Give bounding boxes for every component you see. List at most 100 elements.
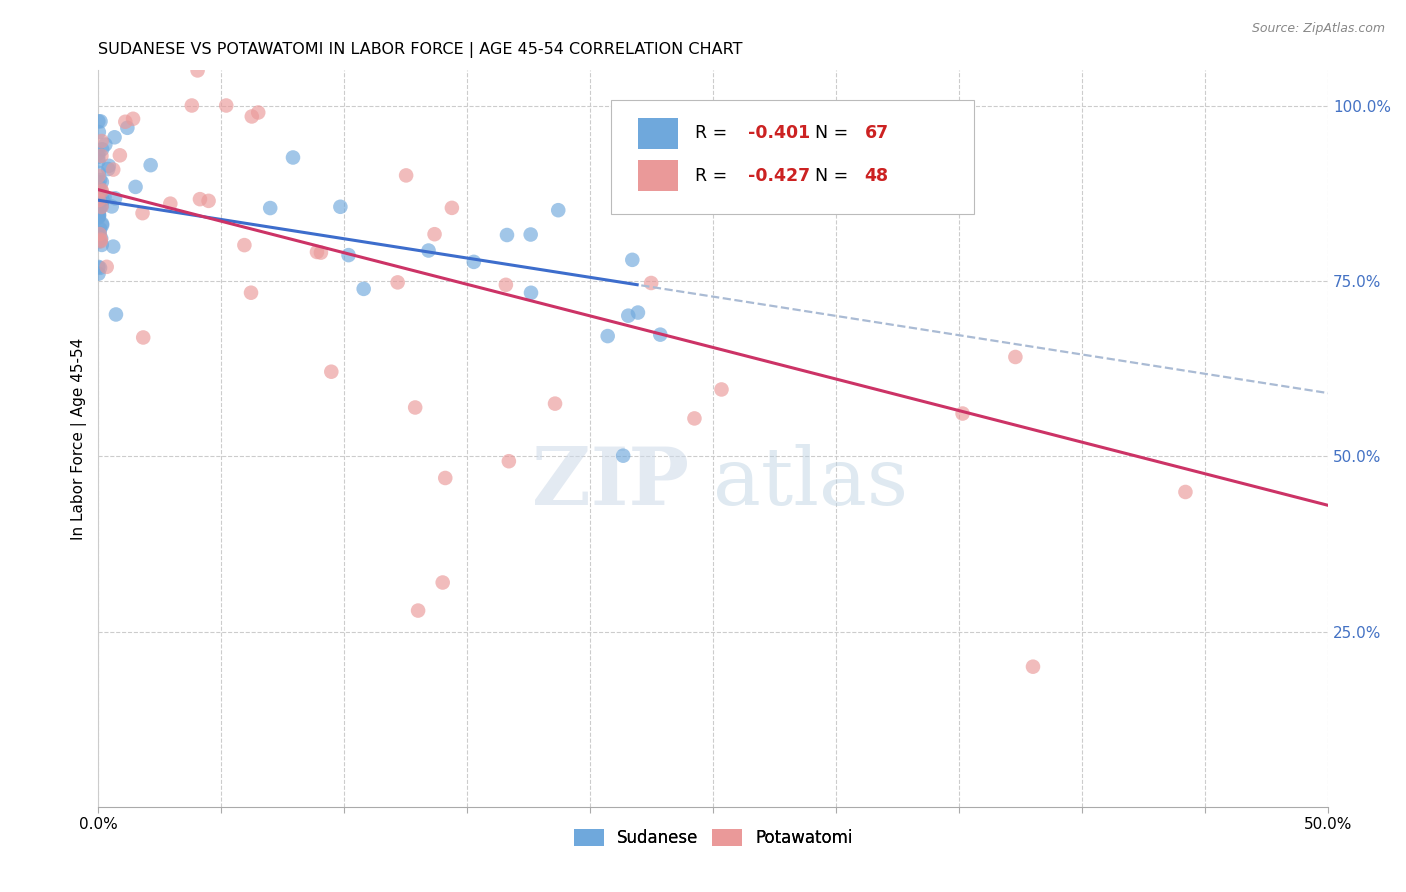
Point (596, 329, 619, 343)
Text: Source: ZipAtlas.com: Source: ZipAtlas.com (1251, 22, 1385, 36)
Point (131, 206, 153, 220)
Point (103, 239, 125, 253)
Point (440, 201, 463, 215)
Point (139, 158, 162, 172)
Point (94, 137, 117, 152)
Point (124, 180, 146, 194)
Point (87, 193, 110, 207)
Point (496, 227, 519, 242)
Point (103, 162, 125, 177)
Point (519, 227, 541, 242)
Point (520, 285, 543, 300)
Text: -0.401: -0.401 (748, 124, 810, 142)
Text: R =: R = (695, 167, 733, 185)
Point (87, 260, 110, 274)
Point (87, 150, 110, 164)
Point (89, 194, 111, 208)
Point (612, 449, 634, 463)
Point (91, 142, 114, 156)
Point (96, 260, 118, 274)
Point (90, 183, 112, 197)
Point (103, 130, 125, 145)
Text: SUDANESE VS POTAWATOMI IN LABOR FORCE | AGE 45-54 CORRELATION CHART: SUDANESE VS POTAWATOMI IN LABOR FORCE | … (98, 42, 742, 58)
Point (432, 575, 454, 590)
Point (104, 308, 127, 322)
Point (90, 134, 112, 148)
Point (240, 110, 263, 124)
Point (90, 189, 112, 203)
Point (87, 180, 110, 194)
Point (114, 115, 136, 129)
Point (188, 192, 211, 206)
Point (321, 365, 343, 379)
Point (89, 202, 111, 217)
Point (498, 454, 520, 468)
Point (87, 153, 110, 168)
Point (104, 191, 127, 205)
Point (117, 120, 139, 135)
Bar (638, 118, 678, 148)
Point (544, 396, 567, 410)
Point (259, 201, 281, 215)
Point (1174, 485, 1197, 500)
Point (617, 309, 640, 323)
Point (89, 202, 111, 216)
Point (387, 276, 409, 290)
Point (89, 234, 111, 248)
Point (90, 234, 112, 248)
Y-axis label: In Labor Force | Age 45-54: In Labor Force | Age 45-54 (72, 337, 87, 540)
Point (87, 191, 110, 205)
Point (87, 166, 110, 180)
Point (463, 255, 485, 269)
Point (90, 238, 112, 252)
Point (640, 276, 662, 290)
Point (952, 407, 974, 421)
Point (247, 105, 270, 120)
Point (89, 114, 111, 128)
Point (90, 233, 112, 247)
Point (406, 603, 429, 617)
Point (495, 277, 517, 292)
Point (89, 227, 111, 241)
Text: atlas: atlas (713, 444, 908, 522)
Point (89, 226, 111, 240)
Point (89, 183, 111, 197)
Point (108, 148, 131, 162)
Point (329, 200, 352, 214)
Text: -0.427: -0.427 (748, 167, 810, 185)
Point (337, 248, 360, 262)
Point (423, 227, 446, 242)
Point (87, 209, 110, 223)
Point (621, 252, 644, 267)
Point (97, 159, 120, 173)
Point (91, 217, 114, 231)
Point (683, 411, 706, 425)
Point (87, 209, 110, 223)
Point (90, 200, 112, 214)
Point (90, 175, 112, 189)
Point (87, 233, 110, 247)
Text: N =: N = (815, 124, 853, 142)
Point (305, 245, 328, 260)
Text: 67: 67 (865, 124, 889, 142)
Point (159, 196, 181, 211)
Point (87, 208, 110, 222)
Point (87, 206, 110, 220)
Text: N =: N = (815, 167, 853, 185)
Point (710, 383, 733, 397)
Point (547, 203, 569, 218)
Point (87, 176, 110, 190)
Point (87, 267, 110, 281)
Legend: Sudanese, Potawatomi: Sudanese, Potawatomi (567, 822, 859, 854)
Point (90, 184, 112, 198)
Point (434, 471, 457, 485)
Point (132, 330, 155, 344)
Point (180, 98, 202, 112)
Point (87, 211, 110, 225)
Point (91, 218, 114, 232)
Point (1004, 350, 1026, 364)
Point (309, 245, 332, 260)
Point (215, 98, 238, 112)
Point (87, 125, 110, 139)
Point (650, 327, 672, 342)
